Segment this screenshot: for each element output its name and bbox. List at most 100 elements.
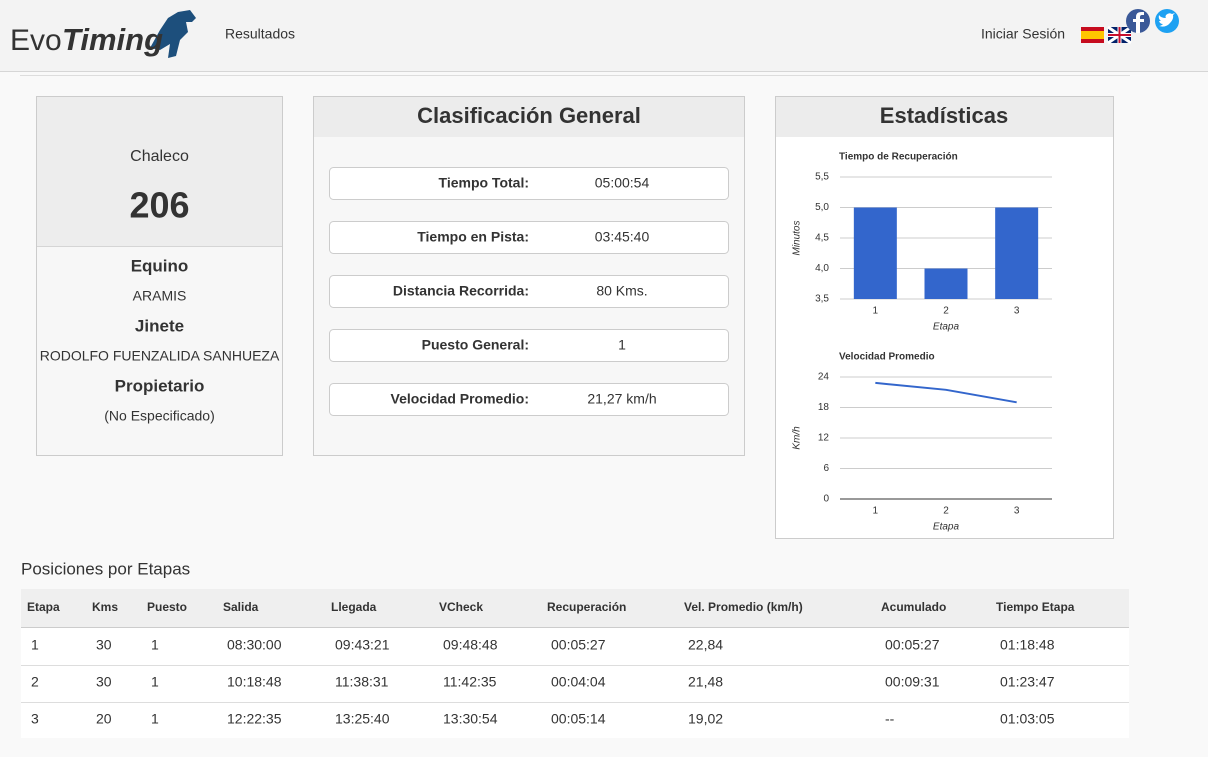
stats-card: [775, 96, 1114, 539]
y-tick-label: 0: [823, 494, 829, 505]
x-axis-label: Etapa: [933, 522, 960, 533]
y-tick-label: 18: [818, 402, 830, 413]
table-cell: 11:38:31: [335, 674, 389, 690]
general-card-header: [314, 97, 744, 137]
column-header: Vel. Promedio (km/h): [684, 600, 803, 614]
table-cell: 09:43:21: [335, 637, 390, 653]
stat-value: 80 Kms.: [596, 283, 647, 299]
column-header: Puesto: [147, 600, 187, 614]
card-title: Clasificación General: [417, 103, 641, 128]
nav-link[interactable]: Resultados: [225, 26, 295, 42]
table-cell: 12:22:35: [227, 711, 282, 727]
table-cell: 10:18:48: [227, 674, 282, 690]
x-tick-label: 3: [1014, 306, 1020, 317]
bar: [995, 207, 1039, 299]
x-axis-label: Etapa: [933, 322, 960, 333]
x-tick-label: 3: [1014, 506, 1020, 517]
table-header: [21, 589, 1129, 627]
stat-row: [329, 275, 729, 308]
column-header: Tiempo Etapa: [996, 600, 1075, 614]
card-title: Estadísticas: [880, 103, 1008, 128]
table-cell: 1: [151, 674, 159, 690]
table-cell: 21,48: [688, 674, 723, 690]
section-heading: Jinete: [135, 316, 184, 335]
table-cell: 30: [96, 674, 112, 690]
y-tick-label: 5,5: [815, 172, 829, 183]
logo-timing: Timing: [62, 22, 163, 57]
table-cell: 2: [31, 674, 39, 690]
login-link[interactable]: Iniciar Sesión: [981, 26, 1065, 42]
section-title: Posiciones por Etapas: [21, 559, 190, 578]
facebook-glyph: [1133, 12, 1144, 33]
table-cell: 13:25:40: [335, 711, 390, 727]
x-tick-label: 1: [873, 506, 879, 517]
table-cell: 19,02: [688, 711, 723, 727]
y-tick-label: 24: [818, 372, 830, 383]
table-cell: 08:30:00: [227, 637, 282, 653]
table-cell: 22,84: [688, 637, 723, 653]
bib-number: 206: [129, 185, 189, 226]
table-cell: 1: [151, 637, 159, 653]
stat-label: Tiempo Total:: [439, 175, 529, 191]
y-tick-label: 4,5: [815, 233, 829, 244]
line: [875, 381, 1017, 404]
stats-card-header: [776, 97, 1113, 137]
column-header: Etapa: [27, 600, 60, 614]
table-cell: 11:42:35: [443, 674, 497, 690]
table-cell: 00:04:04: [551, 674, 606, 690]
stat-row: [329, 383, 729, 416]
table-cell: 1: [151, 711, 159, 727]
y-axis-label: Minutos: [792, 220, 803, 255]
table-cell: 00:05:27: [551, 637, 606, 653]
table-cell: 01:18:48: [1000, 637, 1055, 653]
stat-value: 21,27 km/h: [587, 391, 656, 407]
stat-value: 05:00:54: [595, 175, 650, 191]
table-body: [21, 627, 1129, 738]
stat-value: 03:45:40: [595, 229, 650, 245]
stat-row: [329, 221, 729, 254]
stat-value: 1: [618, 337, 626, 353]
table-cell: 01:23:47: [1000, 674, 1055, 690]
table-cell: --: [885, 711, 895, 727]
x-tick-label: 2: [943, 506, 949, 517]
table-cell: 09:48:48: [443, 637, 498, 653]
section-value: RODOLFO FUENZALIDA SANHUEZA: [40, 348, 280, 364]
bar: [853, 207, 897, 299]
rider-card-top: [37, 97, 282, 246]
column-header: Llegada: [331, 600, 377, 614]
y-tick-label: 5,0: [815, 202, 829, 213]
column-header: Recuperación: [547, 600, 626, 614]
table-cell: 00:05:27: [885, 637, 940, 653]
y-tick-label: 6: [823, 463, 829, 474]
stat-row: [329, 167, 729, 200]
logo-horse: [150, 10, 196, 58]
table-cell: 1: [31, 637, 39, 653]
section-heading: Equino: [131, 256, 189, 275]
table-cell: 3: [31, 711, 39, 727]
flag-es-band: [1081, 31, 1104, 39]
section-value: (No Especificado): [104, 408, 215, 424]
section-heading: Propietario: [115, 376, 205, 395]
y-axis-label: Km/h: [792, 426, 803, 450]
column-header: Kms: [92, 600, 118, 614]
section-value: ARAMIS: [133, 288, 187, 304]
stat-label: Puesto General:: [422, 337, 529, 353]
stat-label: Velocidad Promedio:: [391, 391, 529, 407]
stat-label: Distancia Recorrida:: [393, 283, 529, 299]
bib-label: Chaleco: [130, 148, 189, 165]
twitter-glyph: [1158, 13, 1175, 27]
navbar: [0, 0, 1208, 71]
y-tick-label: 4,0: [815, 263, 829, 274]
logo-evo: Evo: [10, 24, 62, 57]
x-tick-label: 1: [873, 306, 879, 317]
x-tick-label: 2: [943, 306, 949, 317]
y-tick-label: 3,5: [815, 294, 829, 305]
table-cell: 01:03:05: [1000, 711, 1055, 727]
flag-uk-cross: [1108, 27, 1131, 43]
table-cell: 20: [96, 711, 112, 727]
chart-title: Velocidad Promedio: [839, 352, 935, 363]
bar: [924, 268, 968, 299]
table-cell: 00:09:31: [885, 674, 940, 690]
